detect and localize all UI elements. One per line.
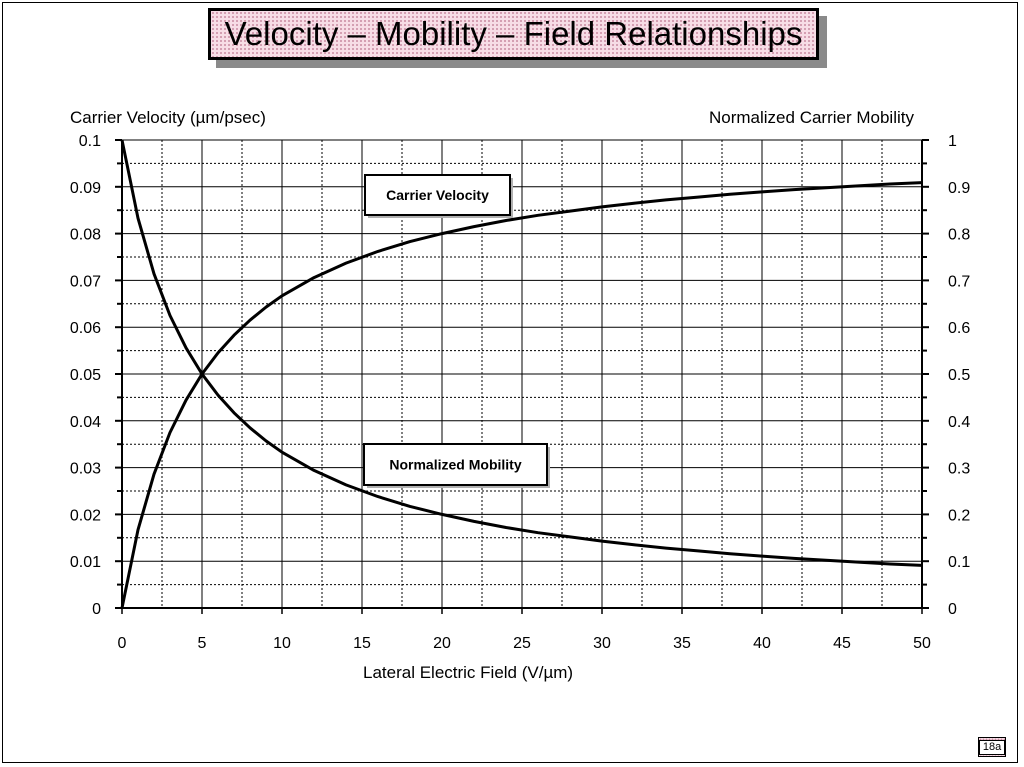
x-tick-label: 15: [353, 635, 371, 652]
x-tick-label: 10: [273, 635, 291, 652]
y-right-tick-label: 0.2: [948, 507, 970, 524]
y-left-tick-label: 0.05: [70, 367, 101, 384]
page-number-badge: 18a: [978, 737, 1006, 757]
y-right-tick-label: 0.3: [948, 461, 970, 478]
y-left-tick-label: 0.01: [70, 554, 101, 571]
y-right-tick-label: 0.6: [948, 320, 970, 337]
series-label-normalized-mobility: Normalized Mobility: [389, 457, 521, 473]
y-left-tick-label: 0: [92, 601, 101, 618]
y-right-tick-label: 0.5: [948, 367, 970, 384]
x-axis-title: Lateral Electric Field (V/µm): [363, 663, 574, 682]
x-tick-label: 35: [673, 635, 691, 652]
y-left-tick-label: 0.1: [79, 133, 101, 150]
y-left-tick-label: 0.06: [70, 320, 101, 337]
series-lines: [120, 139, 923, 609]
y-right-axis-title: Normalized Carrier Mobility: [709, 108, 914, 127]
series-labels: Carrier Velocity Normalized Mobility: [363, 174, 550, 488]
y-right-tick-label: 0.8: [948, 227, 970, 244]
grid-lines: [122, 140, 922, 608]
y-left-tick-label: 0.02: [70, 507, 101, 524]
y-right-tick-label: 0.1: [948, 554, 970, 571]
x-tick-label: 25: [513, 635, 531, 652]
x-tick-label: 45: [833, 635, 851, 652]
x-tick-label: 30: [593, 635, 611, 652]
y-right-tick-label: 0: [948, 601, 957, 618]
y-right-tick-label: 1: [948, 133, 957, 150]
y-left-tick-label: 0.04: [70, 414, 101, 431]
slide-title: Velocity – Mobility – Field Relationship…: [208, 8, 819, 60]
x-tick-label: 40: [753, 635, 771, 652]
axes: [115, 139, 929, 614]
y-left-axis-title: Carrier Velocity (µm/psec): [70, 108, 266, 127]
series-line-normalized-mobility: [120, 139, 923, 567]
y-left-tick-label: 0.09: [70, 180, 101, 197]
y-right-tick-label: 0.9: [948, 180, 970, 197]
y-right-tick-label: 0.7: [948, 273, 970, 290]
y-right-tick-label: 0.4: [948, 414, 970, 431]
tick-labels: 0 5 10 15 20 25 30 35 40 45 5000.010.020.030.040.0…: [70, 133, 970, 652]
series-label-box: [363, 443, 548, 486]
x-tick-label: 5: [198, 635, 207, 652]
y-left-tick-label: 0.03: [70, 461, 101, 478]
y-left-tick-label: 0.08: [70, 227, 101, 244]
page-number: 18a: [978, 739, 1006, 755]
y-left-tick-label: 0.07: [70, 273, 101, 290]
x-tick-label: 20: [433, 635, 451, 652]
x-tick-label: 0: [118, 635, 127, 652]
x-tick-label: 50: [913, 635, 931, 652]
series-label-box: [364, 174, 511, 216]
series-label-carrier-velocity: Carrier Velocity: [386, 187, 489, 203]
